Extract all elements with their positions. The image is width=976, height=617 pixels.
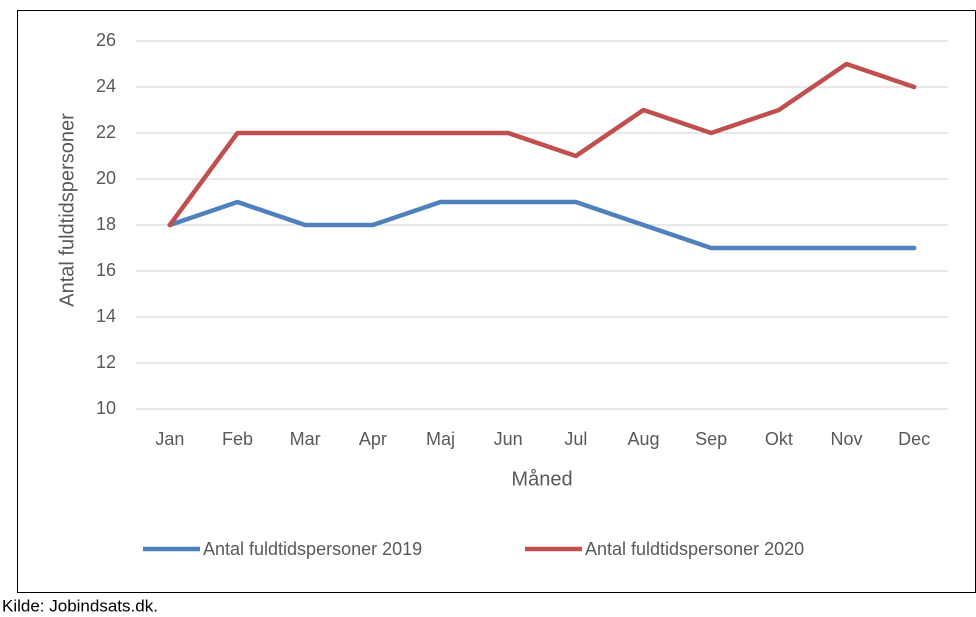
x-tick-label: Jun [494,429,523,449]
x-tick-label: Aug [627,429,659,449]
x-tick-label: Mar [290,429,321,449]
series-line [167,199,917,251]
y-tick-label: 22 [96,122,116,142]
x-tick-label: Maj [426,429,455,449]
series-line [167,61,917,228]
x-tick-label: Apr [359,429,387,449]
y-tick-label: 18 [96,214,116,234]
source-note: Kilde: Jobindsats.dk. [2,596,158,615]
x-tick-label: Dec [898,429,930,449]
x-tick-label: Feb [222,429,253,449]
y-tick-label: 10 [96,398,116,418]
y-tick-label: 24 [96,76,116,96]
x-axis-label: Måned [511,468,572,490]
y-axis-label: Antal fuldtidspersoner [56,113,78,307]
y-tick-label: 14 [96,306,116,326]
x-tick-label: Jul [564,429,587,449]
x-tick-label: Nov [830,429,862,449]
y-tick-label: 26 [96,30,116,50]
y-tick-label: 16 [96,260,116,280]
y-tick-label: 20 [96,168,116,188]
x-tick-label: Jan [155,429,184,449]
x-tick-label: Okt [765,429,793,449]
legend-label: Antal fuldtidspersoner 2019 [203,539,422,559]
y-tick-label: 12 [96,352,116,372]
chart-border [17,10,976,593]
legend-label: Antal fuldtidspersoner 2020 [585,539,804,559]
x-tick-label: Sep [695,429,727,449]
